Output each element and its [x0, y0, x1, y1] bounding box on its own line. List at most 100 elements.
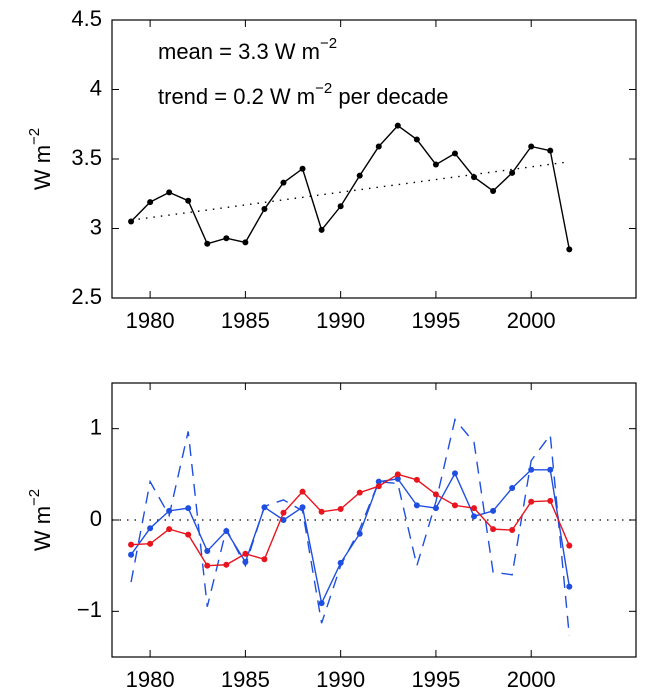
x-tick-label: 1990: [316, 308, 365, 333]
y-tick-label: 4: [90, 75, 102, 100]
annotation-text: mean = 3.3 W m: [158, 39, 320, 64]
point: [432, 505, 439, 512]
point: [528, 143, 535, 150]
point: [204, 548, 211, 555]
point: [413, 502, 420, 509]
point: [242, 559, 249, 566]
point: [375, 483, 382, 490]
y-tick-label: 1: [90, 414, 102, 439]
point: [375, 143, 382, 150]
point: [566, 542, 573, 549]
x-tick-label: 1985: [221, 667, 270, 692]
point: [490, 526, 497, 533]
x-tick-label: 1995: [411, 308, 460, 333]
y-tick-label: 3: [90, 214, 102, 239]
point: [547, 466, 554, 473]
point: [147, 540, 154, 547]
point: [451, 150, 458, 157]
y-tick-label: 2.5: [71, 284, 102, 309]
point: [147, 199, 154, 206]
point: [223, 527, 230, 534]
annotation-text: per decade: [332, 84, 448, 109]
y-axis-label-text: W m: [30, 506, 55, 551]
point: [356, 172, 363, 179]
point: [451, 470, 458, 477]
y-tick-label: −1: [77, 597, 102, 622]
point: [547, 147, 554, 154]
series-line: [130, 124, 570, 250]
point: [280, 509, 287, 516]
point: [261, 206, 268, 213]
point: [413, 476, 420, 483]
point: [280, 179, 287, 186]
point: [471, 174, 478, 181]
point: [299, 165, 306, 172]
y-axis-label: W m−2: [26, 128, 55, 190]
annotation-sup: −2: [315, 80, 332, 97]
point: [185, 505, 192, 512]
point: [547, 497, 554, 504]
point: [147, 525, 154, 532]
point: [509, 527, 516, 534]
annotation-sup: −2: [320, 35, 337, 52]
y-axis-label-sup: −2: [26, 489, 43, 506]
point: [394, 475, 401, 482]
point: [128, 551, 135, 558]
series-line: [130, 161, 570, 221]
point: [471, 513, 478, 520]
point: [223, 561, 230, 568]
axes-box: [111, 382, 637, 658]
annotation-text: trend = 0.2 W m: [158, 84, 315, 109]
point: [204, 562, 211, 569]
point: [204, 240, 211, 247]
point: [261, 504, 268, 511]
point: [490, 187, 497, 194]
point: [280, 517, 287, 523]
point: [185, 531, 192, 538]
x-tick-label: 1980: [126, 308, 175, 333]
point: [223, 235, 230, 242]
y-tick-label: 3.5: [71, 145, 102, 170]
point: [166, 526, 173, 533]
point: [318, 600, 325, 607]
point: [242, 550, 249, 557]
point: [337, 203, 344, 210]
point: [242, 239, 249, 246]
x-tick-label: 2000: [507, 667, 556, 692]
point: [299, 504, 306, 511]
point: [509, 169, 516, 176]
point: [566, 246, 573, 253]
point: [318, 226, 325, 233]
annotation: mean = 3.3 W m−2: [158, 35, 337, 64]
y-axis-label-text: W m: [30, 145, 55, 190]
point: [528, 498, 535, 505]
point: [337, 559, 344, 566]
series-line: [131, 473, 570, 567]
point: [356, 489, 363, 496]
point: [261, 556, 268, 563]
point: [566, 583, 573, 590]
x-tick-label: 2000: [507, 308, 556, 333]
point: [528, 466, 535, 473]
y-tick-label: 0: [90, 506, 102, 531]
point: [299, 488, 306, 495]
x-tick-label: 1980: [126, 667, 175, 692]
series-line: [130, 469, 570, 606]
point: [471, 505, 478, 512]
point: [413, 136, 420, 143]
point: [318, 508, 325, 515]
point: [337, 506, 344, 513]
point: [451, 502, 458, 509]
point: [432, 491, 439, 498]
y-axis-label-sup: −2: [26, 128, 43, 145]
x-tick-label: 1985: [221, 308, 270, 333]
point: [356, 530, 363, 537]
y-axis-label: W m−2: [26, 489, 55, 551]
point: [490, 507, 497, 514]
x-tick-label: 1990: [316, 667, 365, 692]
axes-box: [111, 19, 637, 299]
point: [394, 122, 401, 129]
point: [166, 189, 173, 196]
x-tick-label: 1995: [411, 667, 460, 692]
